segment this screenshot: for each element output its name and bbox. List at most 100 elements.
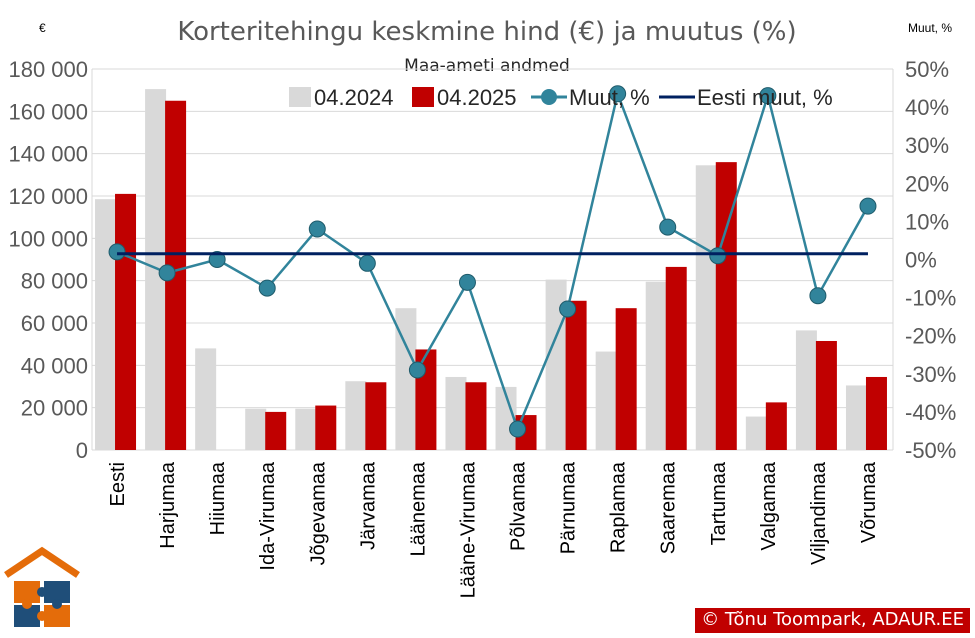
left-tick-label: 100 000 (8, 226, 88, 251)
legend-label: Eesti muut, % (697, 85, 833, 110)
bar-04.2024 (345, 381, 367, 450)
series-line (116, 89, 870, 433)
data-point (709, 247, 727, 265)
category-label: Tartumaa (708, 461, 730, 545)
left-tick-label: 160 000 (8, 99, 88, 124)
right-tick-label: 0% (905, 248, 937, 273)
left-tick-label: 60 000 (21, 311, 88, 336)
category-label: Jõgevamaa (307, 461, 329, 565)
bar-04.2025 (365, 382, 387, 450)
gridlines (91, 68, 894, 451)
left-tick-label: 180 000 (8, 57, 88, 82)
bars (95, 89, 887, 450)
left-tick-label: 120 000 (8, 184, 88, 209)
right-tick-label: -50% (905, 438, 956, 463)
category-label: Hiiumaa (207, 461, 229, 535)
bar-04.2025 (815, 340, 837, 450)
right-tick-label: 10% (905, 209, 949, 234)
bar-04.2024 (795, 330, 817, 450)
data-point (358, 254, 376, 272)
bar-04.2025 (865, 376, 887, 450)
data-point (258, 279, 276, 297)
bar-04.2024 (245, 408, 267, 450)
bar-04.2024 (595, 351, 617, 450)
bar-04.2025 (465, 382, 487, 450)
data-point (809, 287, 827, 305)
chart-title: Korteritehingu keskmine hind (€) ja muut… (177, 17, 796, 47)
bar-04.2025 (765, 402, 787, 450)
legend: 04.2024 04.2025 Muut, % Eesti muut, % (289, 85, 833, 110)
bar-04.2025 (615, 308, 637, 450)
bar-04.2025 (315, 405, 337, 450)
axes: 0 20 000 40 000 60 000 80 000 100 000 120 000 1… (8, 57, 956, 598)
bar-04.2025 (265, 411, 287, 450)
right-tick-label: 50% (905, 57, 949, 82)
legend-marker (541, 89, 557, 105)
category-label: Harjumaa (157, 461, 179, 549)
category-label: Valgamaa (758, 461, 780, 550)
data-point (859, 197, 877, 215)
category-label: Ida-Virumaa (257, 461, 279, 570)
logo-icon (2, 545, 82, 633)
category-label: Saaremaa (658, 461, 680, 554)
left-tick-label: 0 (76, 438, 88, 463)
legend-swatch (289, 87, 311, 107)
category-label: Pärnumaa (558, 461, 580, 554)
credit-badge: © Tõnu Toompark, ADAUR.EE (695, 608, 970, 633)
bar-04.2025 (665, 266, 687, 450)
left-tick-label: 40 000 (21, 353, 88, 378)
category-label: Viljandimaa (808, 461, 830, 565)
bar-04.2024 (845, 385, 867, 450)
category-label: Järvamaa (357, 461, 379, 550)
data-point (308, 220, 326, 238)
data-point (659, 218, 677, 236)
category-label: Läänemaa (407, 461, 429, 556)
bar-04.2024 (645, 281, 667, 450)
right-tick-label: -10% (905, 286, 956, 311)
left-tick-label: 140 000 (8, 142, 88, 167)
bar-04.2024 (145, 89, 167, 450)
right-tick-label: -40% (905, 400, 956, 425)
data-point (759, 87, 777, 105)
data-point (559, 300, 577, 318)
legend-swatch (412, 87, 434, 107)
bar-04.2024 (95, 199, 117, 450)
category-label: Eesti (107, 462, 129, 506)
category-label: Võrumaa (858, 461, 880, 543)
data-point (208, 251, 226, 268)
right-tick-label: 20% (905, 171, 949, 196)
legend-label: Muut, % (569, 85, 650, 110)
right-tick-label: 40% (905, 95, 949, 120)
left-tick-label: 80 000 (21, 269, 88, 294)
bar-04.2025 (565, 300, 587, 450)
category-label: Raplamaa (608, 461, 630, 553)
data-point (158, 264, 176, 282)
right-tick-label: 30% (905, 133, 949, 158)
left-tick-label: 20 000 (21, 396, 88, 421)
bar-04.2024 (745, 416, 767, 450)
data-point (108, 243, 126, 261)
bar-04.2025 (715, 162, 737, 450)
legend-label: 04.2025 (437, 85, 517, 110)
right-tick-label: -30% (905, 362, 956, 387)
bar-04.2025 (115, 193, 137, 450)
bar-04.2024 (195, 348, 217, 450)
data-point (509, 420, 527, 438)
legend-label: 04.2024 (314, 85, 394, 110)
bar-04.2024 (395, 308, 417, 450)
right-axis-unit: Muut, % (908, 21, 952, 35)
left-axis-unit: € (39, 21, 46, 35)
data-point (408, 361, 426, 379)
data-point (458, 273, 476, 291)
bar-04.2025 (165, 100, 187, 450)
bar-04.2024 (695, 165, 717, 450)
lines (108, 85, 877, 438)
category-label: Põlvamaa (508, 461, 530, 551)
bar-04.2024 (445, 376, 467, 450)
bar-04.2024 (295, 408, 317, 450)
right-tick-label: -20% (905, 324, 956, 349)
category-label: Lääne-Virumaa (457, 461, 479, 598)
chart-subtitle: Maa-ameti andmed (404, 56, 570, 76)
data-point (609, 85, 627, 103)
